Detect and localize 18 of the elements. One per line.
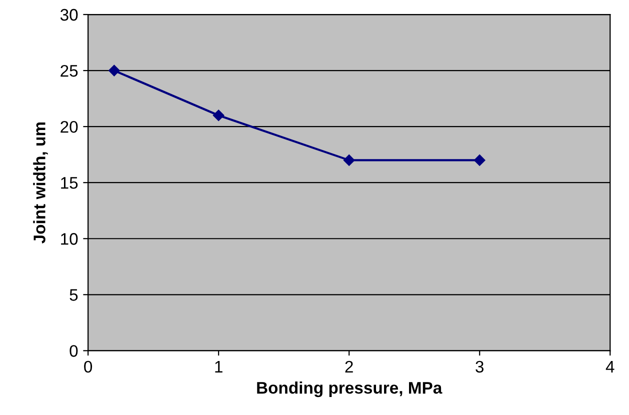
y-tick-label: 10 [61, 233, 78, 245]
y-tick-label: 25 [60, 64, 78, 77]
x-axis-title: Bonding pressure, MPa [257, 381, 442, 398]
y-axis-title: Joint width, um [33, 122, 48, 244]
y-tick-label: 20 [60, 120, 78, 133]
x-tick-label: 0 [84, 360, 92, 373]
y-tick-label: 15 [61, 177, 78, 189]
x-tick-label: 3 [476, 360, 484, 373]
x-tick-label: 1 [215, 361, 222, 372]
x-tick-label: 2 [345, 360, 353, 372]
point [212, 110, 224, 121]
y-tick-label: 0 [70, 345, 78, 357]
y-tick-label: 30 [60, 8, 78, 21]
point [108, 64, 120, 76]
point [474, 154, 486, 166]
point [343, 154, 355, 166]
x-tick-label: 4 [606, 361, 614, 372]
y-tick-label: 5 [70, 289, 78, 301]
